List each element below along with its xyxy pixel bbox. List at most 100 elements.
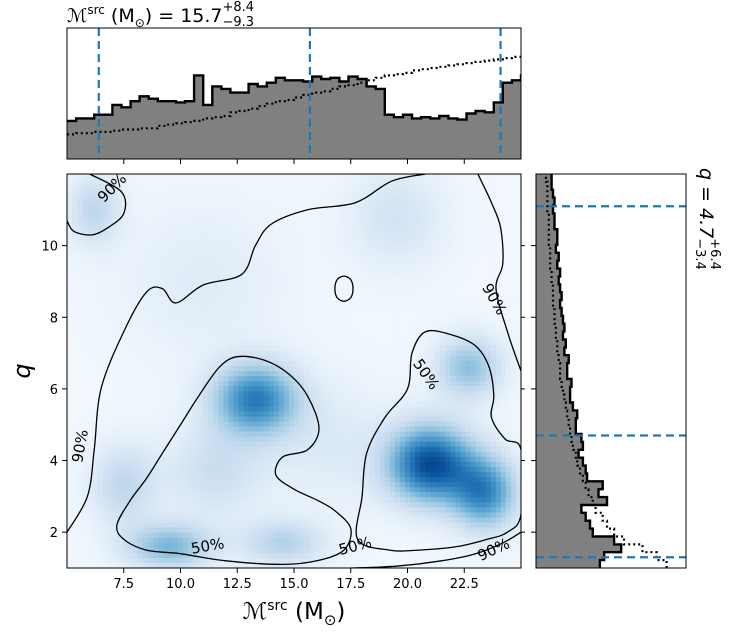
heatmap-cell [399, 421, 406, 428]
heatmap-cell [203, 335, 209, 342]
heatmap-cell [369, 199, 376, 205]
heatmap-cell [399, 275, 406, 281]
heatmap-cell [410, 381, 416, 387]
heatmap-cell [334, 335, 340, 342]
heatmap-cell [304, 204, 310, 210]
heatmap-cell [117, 421, 124, 428]
heatmap-cell [455, 280, 462, 286]
heatmap-cell [162, 411, 169, 418]
heatmap-cell [157, 305, 164, 311]
heatmap-cell [152, 325, 159, 332]
heatmap-cell [127, 396, 134, 402]
heatmap-cell [440, 426, 446, 433]
heatmap-cell [97, 275, 103, 281]
heatmap-cell [258, 290, 265, 296]
heatmap-cell [389, 350, 396, 357]
heatmap-cell [213, 229, 219, 236]
heatmap-cell [162, 254, 169, 261]
heatmap-cell [415, 194, 421, 200]
heatmap-cell [369, 441, 376, 448]
heatmap-cell [107, 194, 113, 200]
heatmap-cell [172, 189, 179, 195]
heatmap-cell [304, 421, 310, 428]
heatmap-cell [268, 259, 275, 266]
heatmap-cell [329, 360, 335, 367]
heatmap-cell [132, 411, 139, 418]
heatmap-cell [299, 184, 305, 190]
heatmap-cell [188, 179, 194, 185]
heatmap-cell [470, 290, 477, 296]
heatmap-cell [157, 280, 164, 286]
heatmap-cell [183, 244, 189, 251]
heatmap-cell [314, 360, 320, 367]
heatmap-cell [505, 381, 512, 387]
heatmap-cell [157, 259, 164, 266]
heatmap-cell [455, 219, 462, 226]
heatmap-cell [445, 441, 451, 448]
heatmap-cell [410, 401, 416, 407]
heatmap-cell [142, 350, 149, 357]
heatmap-cell [435, 376, 441, 382]
heatmap-cell [97, 441, 103, 448]
heatmap-cell [369, 350, 376, 357]
heatmap-cell [475, 411, 482, 418]
heatmap-cell [142, 310, 149, 317]
heatmap-cell [147, 376, 154, 382]
heatmap-cell [475, 269, 482, 276]
heatmap-cell [379, 269, 386, 276]
heatmap-cell [394, 174, 401, 180]
heatmap-cell [455, 330, 462, 337]
heatmap-cell [420, 184, 426, 190]
heatmap-cell [157, 446, 164, 453]
heatmap-cell [203, 209, 209, 216]
heatmap-cell [480, 244, 487, 251]
heatmap-cell [299, 371, 305, 377]
heatmap-cell [273, 350, 280, 357]
heatmap-cell [208, 401, 214, 407]
heatmap-cell [127, 391, 134, 397]
heatmap-cell [193, 446, 199, 453]
heatmap-cell [238, 325, 245, 332]
heatmap-cell [162, 249, 169, 256]
heatmap-cell [485, 436, 492, 443]
heatmap-cell [425, 355, 431, 362]
heatmap-cell [238, 229, 245, 236]
heatmap-cell [389, 179, 396, 185]
heatmap-cell [248, 224, 255, 231]
heatmap-cell [415, 320, 421, 327]
heatmap-cell [329, 269, 335, 276]
heatmap-cell [248, 290, 255, 296]
heatmap-cell [223, 209, 230, 216]
heatmap-cell [450, 300, 457, 306]
heatmap-cell [82, 421, 88, 428]
heatmap-cell [233, 300, 240, 306]
heatmap-cell [167, 421, 174, 428]
heatmap-cell [294, 224, 300, 231]
heatmap-cell [92, 340, 98, 347]
heatmap-cell [177, 310, 184, 317]
heatmap-cell [389, 305, 396, 311]
heatmap-cell [127, 214, 134, 221]
heatmap-cell [67, 335, 73, 342]
heatmap-cell [319, 214, 325, 221]
heatmap-cell [193, 421, 199, 428]
top-histogram-marks [67, 28, 521, 159]
heatmap-cell [142, 184, 149, 190]
heatmap-cell [410, 234, 416, 241]
heatmap-cell [505, 315, 512, 322]
heatmap-cell [374, 406, 381, 413]
heatmap-cell [470, 209, 477, 216]
heatmap-cell [485, 184, 492, 190]
heatmap-cell [394, 229, 401, 236]
heatmap-cell [450, 396, 457, 402]
heatmap-cell [288, 269, 295, 276]
heatmap-cell [515, 371, 521, 377]
heatmap-cell [485, 391, 492, 397]
heatmap-cell [283, 426, 290, 433]
heatmap-cell [445, 411, 451, 418]
heatmap-cell [435, 189, 441, 195]
heatmap-cell [142, 391, 149, 397]
heatmap-cell [122, 310, 129, 317]
heatmap-cell [283, 189, 290, 195]
heatmap-cell [309, 209, 315, 216]
